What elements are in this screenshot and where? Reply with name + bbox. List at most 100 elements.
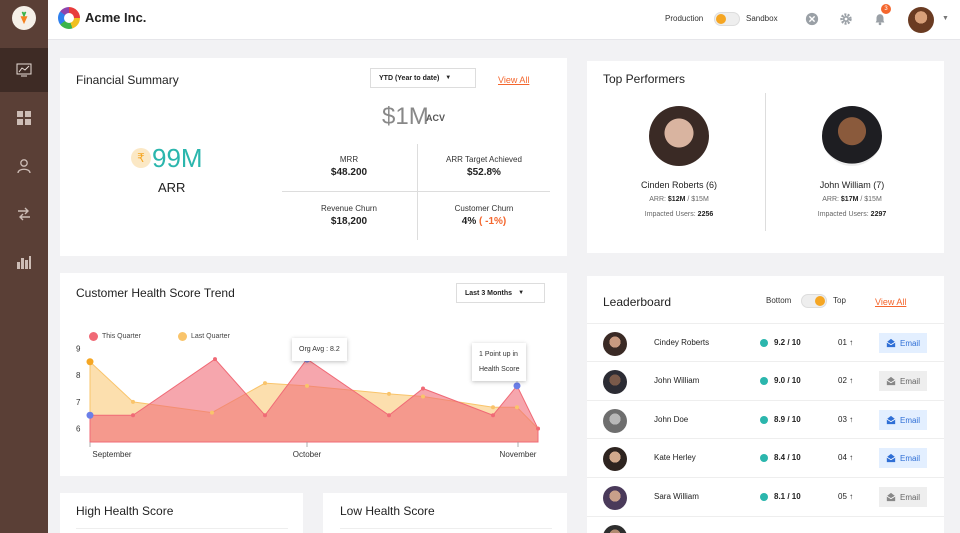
- score-dot-icon: [760, 493, 768, 501]
- performer-impacted: Impacted Users: 2297: [817, 211, 887, 218]
- avatar: [603, 486, 627, 510]
- leaderboard-row[interactable]: [587, 516, 944, 533]
- sidebar-item-apps[interactable]: [0, 96, 48, 140]
- arrow-up-icon: ↑: [849, 415, 854, 424]
- y-tick-label: 9: [76, 344, 81, 353]
- performer-impacted: Impacted Users: 2256: [644, 211, 714, 218]
- toggle-top-label: Top: [833, 296, 846, 305]
- this-quarter-point: [263, 413, 267, 418]
- y-tick-label: 7: [76, 398, 81, 407]
- sidebar-item-reports[interactable]: [0, 240, 48, 284]
- leaderboard-name: John William: [654, 376, 700, 385]
- close-circle-icon[interactable]: [804, 11, 820, 27]
- gear-icon[interactable]: [838, 11, 854, 27]
- last-quarter-point: [491, 405, 495, 410]
- leaderboard-row[interactable]: Sara William 8.1 / 10 05 ↑ Email: [587, 477, 944, 515]
- leaderboard-row[interactable]: Cindey Roberts 9.2 / 10 01 ↑ Email: [587, 323, 944, 361]
- arrow-up-icon: ↑: [849, 492, 854, 501]
- last-quarter-point: [210, 410, 214, 415]
- leaderboard-name: Sara William: [654, 492, 699, 501]
- acv-value: $1M: [382, 103, 429, 130]
- notification-badge: 3: [881, 4, 891, 14]
- org-avg-tooltip: Org Avg : 8.2: [292, 338, 347, 361]
- leaderboard-view-all-link[interactable]: View All: [875, 297, 907, 307]
- last-quarter-point: [515, 405, 519, 410]
- health-trend-card: Customer Health Score Trend Last 3 Month…: [60, 273, 567, 476]
- period-dropdown[interactable]: YTD (Year to date) ▼: [370, 68, 476, 88]
- email-button[interactable]: Email: [879, 410, 927, 430]
- email-button[interactable]: Email: [879, 333, 927, 353]
- health-trend-title: Customer Health Score Trend: [76, 286, 235, 300]
- leaderboard-row[interactable]: John Doe 8.9 / 10 03 ↑ Email: [587, 400, 944, 438]
- user-icon: [17, 159, 31, 174]
- performer-name: John William (7): [819, 180, 885, 190]
- trend-period-dropdown[interactable]: Last 3 Months ▼: [456, 283, 545, 303]
- arr-target-label: ARR Target Achieved: [446, 155, 522, 164]
- customer-churn-delta: ( -1%): [479, 216, 507, 227]
- leaderboard-score: 8.4 / 10: [774, 453, 801, 462]
- this-quarter-point: [421, 386, 425, 391]
- performer-photo[interactable]: [649, 106, 709, 166]
- avatar: [603, 447, 627, 471]
- financial-view-all-link[interactable]: View All: [498, 75, 530, 85]
- sidebar-item-transfers[interactable]: [0, 192, 48, 236]
- performer-photo[interactable]: [822, 106, 882, 166]
- this-quarter-point: [213, 357, 217, 362]
- top-header: Acme Inc. Production Sandbox 3 ▼: [48, 0, 960, 40]
- transfer-icon: [18, 207, 30, 221]
- chevron-down-icon[interactable]: ▼: [942, 15, 949, 22]
- x-tick-label: September: [92, 450, 131, 459]
- high-health-card: High Health Score: [60, 493, 303, 533]
- avatar: [603, 370, 627, 394]
- leaderboard-rank: 01 ↑: [838, 338, 854, 347]
- avatar: [603, 332, 627, 356]
- bell-icon[interactable]: [872, 11, 888, 27]
- last-quarter-point: [421, 394, 425, 399]
- email-button[interactable]: Email: [879, 448, 927, 468]
- avatar: [603, 525, 627, 533]
- top-performers-card: Top Performers Cinden Roberts (6) ARR: $…: [587, 61, 944, 253]
- arr-value: 99M: [152, 143, 203, 173]
- arrow-up-icon: ↑: [849, 453, 854, 462]
- bottom-top-toggle[interactable]: [801, 294, 827, 308]
- brand-name: Acme Inc.: [85, 10, 147, 25]
- mrr-value: $48.200: [330, 167, 368, 178]
- grid-icon: [17, 111, 31, 125]
- x-tick-label: November: [500, 450, 537, 459]
- sidebar-item-users[interactable]: [0, 144, 48, 188]
- point-up-tooltip: 1 Point up in Health Score: [472, 343, 527, 381]
- performer-name: Cinden Roberts (6): [640, 180, 718, 190]
- email-icon: [886, 415, 896, 425]
- email-icon: [886, 338, 896, 348]
- email-button[interactable]: Email: [879, 487, 927, 507]
- arrow-up-icon: ↑: [849, 338, 854, 347]
- leaderboard-card: Leaderboard Bottom Top View All Cindey R…: [587, 276, 944, 533]
- y-tick-label: 8: [76, 371, 81, 380]
- user-avatar[interactable]: [908, 7, 934, 33]
- score-dot-icon: [760, 416, 768, 424]
- metrics-divider-horizontal: [282, 191, 550, 192]
- env-toggle[interactable]: [714, 12, 740, 26]
- customer-churn-value: 4% ( -1%): [419, 216, 549, 227]
- bar-chart-icon: [17, 256, 31, 269]
- y-tick-label: 6: [76, 425, 81, 434]
- email-button[interactable]: Email: [879, 371, 927, 391]
- financial-summary-card: Financial Summary YTD (Year to date) ▼ V…: [60, 58, 567, 256]
- performer-arr: ARR: $17M / $15M: [822, 196, 882, 203]
- carrot-logo-icon[interactable]: [12, 6, 36, 30]
- financial-summary-title: Financial Summary: [76, 73, 179, 87]
- leaderboard-rank: 04 ↑: [838, 453, 854, 462]
- leaderboard-row[interactable]: Kate Herley 8.4 / 10 04 ↑ Email: [587, 438, 944, 476]
- rupee-coin-icon: ₹: [131, 148, 151, 168]
- avatar: [603, 409, 627, 433]
- x-tick-label: October: [293, 450, 322, 459]
- email-icon: [886, 376, 896, 386]
- sidebar-item-dashboard[interactable]: [0, 48, 48, 92]
- acv-label: ACV: [426, 113, 446, 123]
- sidebar: [0, 0, 48, 533]
- low-health-card: Low Health Score: [323, 493, 567, 533]
- legend-last-quarter: Last Quarter: [191, 333, 230, 340]
- revenue-churn-label: Revenue Churn: [320, 204, 378, 213]
- leaderboard-row[interactable]: John William 9.0 / 10 02 ↑ Email: [587, 361, 944, 399]
- customer-churn-number: 4%: [461, 216, 477, 227]
